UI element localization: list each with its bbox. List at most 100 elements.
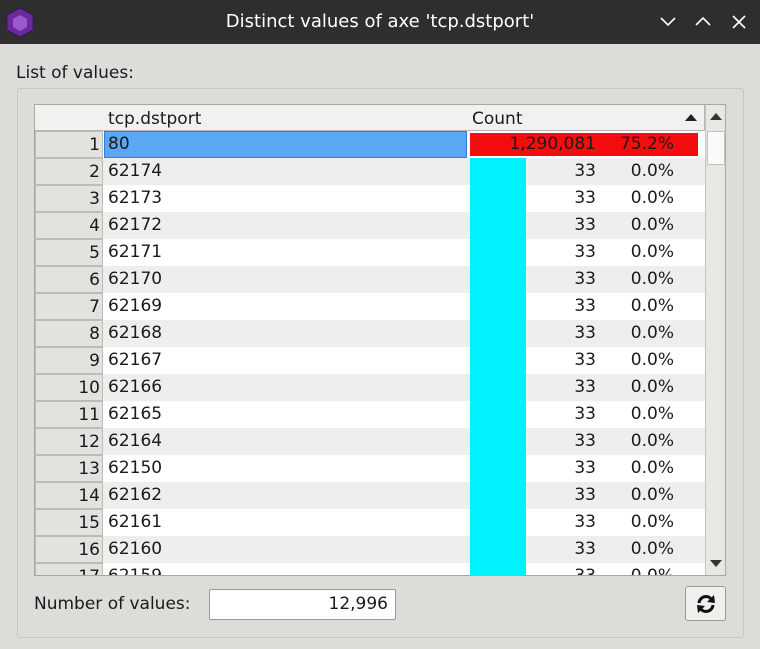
table-row[interactable]: 1 80 1,290,081 75.2% [35,131,705,158]
value-cell: 62160 [108,539,163,559]
count-cell: 33 [574,566,596,576]
corner-header [35,105,104,131]
count-bar [470,158,526,185]
table-row[interactable]: 17 62159 33 0.0% [35,563,705,576]
table-row[interactable]: 14 62162 33 0.0% [35,482,705,509]
scroll-down[interactable] [709,559,723,569]
scroll-thumb[interactable] [707,131,725,165]
table-row[interactable]: 4 62172 33 0.0% [35,212,705,239]
title-bar: Distinct values of axe 'tcp.dstport' [0,0,760,44]
row-number: 16 [35,536,103,563]
table-row[interactable]: 7 62169 33 0.0% [35,293,705,320]
count-field[interactable]: 12,996 [209,589,396,620]
row-number: 10 [35,374,103,401]
count-bar [470,482,526,509]
percent-cell: 0.0% [630,215,674,235]
table-row[interactable]: 15 62161 33 0.0% [35,509,705,536]
count-cell: 33 [574,188,596,208]
value-cell: 62168 [108,323,163,343]
row-number: 13 [35,455,103,482]
count-cell: 33 [574,350,596,370]
count-cell: 33 [574,539,596,559]
row-number: 9 [35,347,103,374]
sort-arrow [685,114,697,121]
values-table[interactable]: tcp.dstport Count 1 80 1,290,081 75.2% 2 6217… [34,104,726,576]
row-number: 4 [35,212,103,239]
table-row[interactable]: 2 62174 33 0.0% [35,158,705,185]
table-row[interactable]: 12 62164 33 0.0% [35,428,705,455]
table-row[interactable]: 13 62150 33 0.0% [35,455,705,482]
count-cell: 33 [574,161,596,181]
count-cell: 33 [574,458,596,478]
table-row[interactable]: 8 62168 33 0.0% [35,320,705,347]
count-cell: 33 [574,431,596,451]
window-controls[interactable] [655,10,755,34]
row-number: 11 [35,401,103,428]
value-cell: 62164 [108,431,163,451]
table-row[interactable]: 9 62167 33 0.0% [35,347,705,374]
row-number: 1 [35,131,103,158]
value-cell: 62150 [108,458,163,478]
value-cell: 62170 [108,269,163,289]
percent-cell: 0.0% [630,458,674,478]
table-row[interactable]: 11 62165 33 0.0% [35,401,705,428]
percent-cell: 75.2% [619,134,674,154]
percent-cell: 0.0% [630,188,674,208]
count-cell: 33 [574,296,596,316]
row-number: 14 [35,482,103,509]
value-cell: 62172 [108,215,163,235]
percent-cell: 0.0% [630,323,674,343]
count-cell: 33 [574,485,596,505]
refresh-icon [697,595,715,613]
count-bar [470,374,526,401]
count-cell: 1,290,081 [509,134,596,154]
percent-cell: 0.0% [630,269,674,289]
row-number: 12 [35,428,103,455]
table-row[interactable]: 10 62166 33 0.0% [35,374,705,401]
count-cell: 33 [574,215,596,235]
value-cell: 62166 [108,377,163,397]
value-cell: 62165 [108,404,163,424]
header-text: Count [472,109,523,129]
percent-cell: 0.0% [630,377,674,397]
refresh-button[interactable] [685,586,726,621]
window-title: Distinct values of axe 'tcp.dstport' [225,11,535,32]
table-row[interactable]: 3 62173 33 0.0% [35,185,705,212]
value-cell: 62171 [108,242,163,262]
count-bar [470,239,526,266]
percent-cell: 0.0% [630,512,674,532]
count-bar [470,293,526,320]
list-label: List of values: [16,63,134,83]
row-number: 7 [35,293,103,320]
value-cell: 62161 [108,512,163,532]
column-header[interactable]: tcp.dstport [103,105,468,131]
percent-cell: 0.0% [630,539,674,559]
table-row[interactable]: 16 62160 33 0.0% [35,536,705,563]
row-number: 6 [35,266,103,293]
count-bar [470,455,526,482]
percent-cell: 0.0% [630,431,674,451]
value-cell: 62174 [108,161,163,181]
count-cell: 33 [574,377,596,397]
count-bar [470,428,526,455]
table-row[interactable]: 5 62171 33 0.0% [35,239,705,266]
value-cell: 62169 [108,296,163,316]
percent-cell: 0.0% [630,296,674,316]
row-number: 2 [35,158,103,185]
row-number: 8 [35,320,103,347]
scrollbar[interactable] [705,105,725,575]
count-cell: 33 [574,404,596,424]
count-cell: 33 [574,512,596,532]
percent-cell: 0.0% [630,161,674,181]
count-bar [470,536,526,563]
percent-cell: 0.0% [630,350,674,370]
percent-cell: 0.0% [630,485,674,505]
table-row[interactable]: 6 62170 33 0.0% [35,266,705,293]
value-cell: 62173 [108,188,163,208]
value-cell: 62167 [108,350,163,370]
count-bar [470,401,526,428]
value-cell: 62159 [108,566,163,576]
column-header[interactable]: Count [467,105,705,131]
scroll-up[interactable] [709,112,723,122]
